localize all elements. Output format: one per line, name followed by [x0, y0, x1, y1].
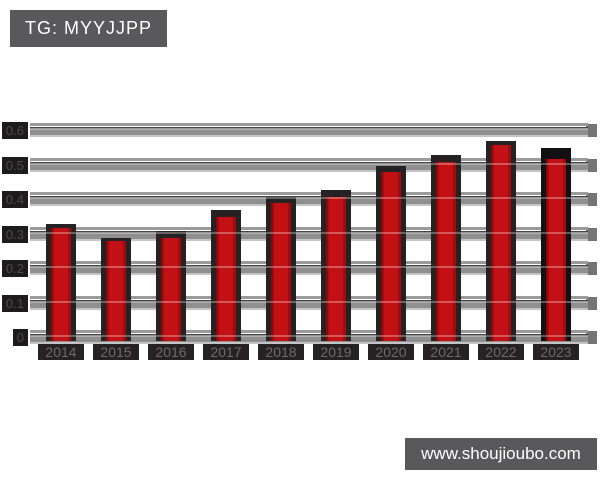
bar	[51, 227, 71, 341]
gridline-overlay-line	[30, 231, 588, 234]
gridline-endcap-right	[586, 227, 597, 241]
bar	[381, 172, 401, 341]
gridline-slab	[30, 196, 588, 206]
y-axis-label: 0	[12, 329, 28, 346]
x-axis-label: 2017	[203, 344, 249, 360]
gridline-thin-line	[30, 123, 588, 126]
y-axis-label: 0.3	[1, 225, 28, 243]
y-axis-label: 0.5	[1, 156, 28, 174]
bar	[161, 237, 181, 341]
gridline-slab	[30, 161, 588, 172]
gridline-overlay-line	[30, 335, 588, 337]
x-axis-label: 2021	[423, 344, 469, 360]
gridline-slab	[30, 265, 588, 275]
bar	[216, 217, 236, 341]
gridline-thin-line	[30, 226, 588, 230]
x-axis-label: 2014	[38, 344, 84, 360]
bar	[271, 203, 291, 341]
gridline-thin-line	[30, 192, 588, 195]
y-axis-label: 0.6	[1, 122, 28, 139]
watermark-text: www.shoujioubo.com	[421, 444, 581, 463]
x-axis-label: 2023	[533, 344, 579, 360]
gridline-overlay-line	[30, 300, 588, 303]
gridline-overlay-line	[30, 197, 588, 199]
gridline-thin-line	[30, 261, 588, 264]
gridline-endcap-right	[586, 331, 597, 344]
gridline-endcap-right	[586, 124, 597, 137]
watermark-badge: www.shoujioubo.com	[405, 438, 597, 470]
bar	[546, 158, 566, 341]
gridline-endcap-right	[586, 262, 597, 275]
x-axis-label: 2019	[313, 344, 359, 360]
gridline-thin-line	[30, 295, 588, 299]
gridline-slab	[30, 334, 588, 344]
gridline-endcap-right	[586, 296, 597, 310]
gridline-endcap-right	[586, 158, 597, 172]
chart-title-badge: TG: MYYJJPP	[10, 10, 168, 47]
gridline-overlay-line	[30, 128, 588, 130]
chart-title-text: TG: MYYJJPP	[25, 18, 153, 38]
x-axis-label: 2020	[368, 344, 414, 360]
x-axis-label: 2022	[478, 344, 524, 360]
gridline-slab	[30, 299, 588, 310]
y-axis-label: 0.2	[1, 260, 28, 277]
x-axis-label: 2018	[258, 344, 304, 360]
gridline-overlay-line	[30, 266, 588, 268]
gridline-thin-line	[30, 330, 588, 333]
gridline-slab	[30, 127, 588, 137]
y-axis-label: 0.4	[1, 191, 28, 208]
gridline-slab	[30, 230, 588, 241]
bar	[491, 144, 511, 341]
y-axis-label: 0.1	[1, 294, 28, 312]
x-axis-label: 2016	[148, 344, 194, 360]
gridline-endcap-right	[586, 193, 597, 206]
gridline-thin-line	[30, 157, 588, 161]
bar	[436, 162, 456, 341]
gridline-overlay-line	[30, 162, 588, 165]
bar	[106, 241, 126, 341]
x-axis-label: 2015	[93, 344, 139, 360]
bar	[326, 196, 346, 341]
